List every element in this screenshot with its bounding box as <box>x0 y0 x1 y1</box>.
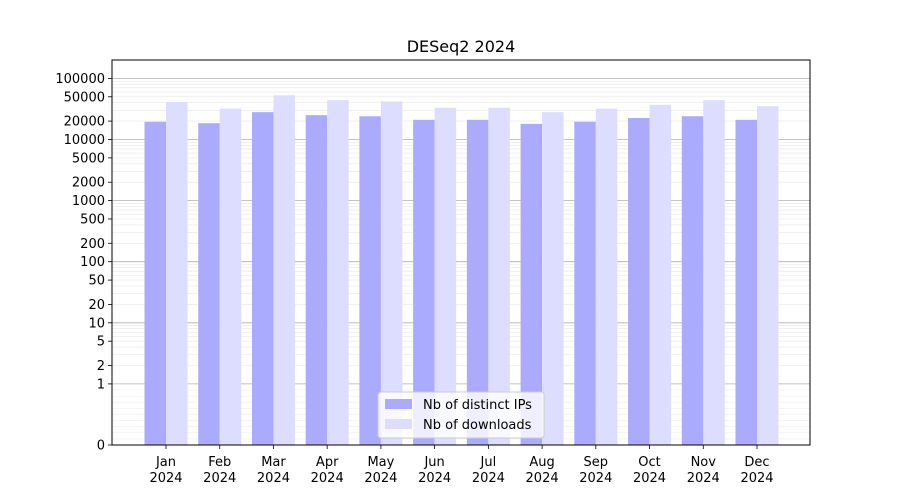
bar-downloads <box>703 100 725 445</box>
bar-downloads <box>757 106 779 445</box>
y-tick-label: 2000 <box>72 176 105 191</box>
plot-frame <box>111 59 811 446</box>
y-tick-label: 1 <box>97 377 105 392</box>
bar-distinct-ips <box>520 123 543 445</box>
y-tick-label: 50 <box>88 274 105 289</box>
bar-distinct-ips <box>305 115 328 445</box>
bar-distinct-ips <box>735 119 757 446</box>
y-tick-label: 20 <box>88 298 105 313</box>
bar-distinct-ips <box>144 121 166 445</box>
bar-distinct-ips <box>466 119 489 446</box>
bar-distinct-ips <box>574 121 596 445</box>
legend-box <box>377 391 545 439</box>
x-tick-label: Jun 2024 <box>418 455 451 486</box>
y-tick-label: 100 <box>80 255 105 270</box>
bar-downloads <box>273 95 295 445</box>
bar-downloads <box>327 100 349 445</box>
legend-label: Nb of distinct IPs <box>423 398 532 413</box>
x-tick-label: Nov 2024 <box>687 455 720 486</box>
bar-distinct-ips <box>681 116 704 445</box>
bar-downloads <box>542 112 564 445</box>
y-tick-label: 5 <box>97 335 105 350</box>
y-tick-label: 5000 <box>72 151 105 166</box>
y-tick-label: 500 <box>80 212 105 227</box>
bar-downloads <box>488 107 510 445</box>
bar-distinct-ips <box>413 119 435 446</box>
axes-layer: Jan 2024 Feb 2024 Mar 2024 Apr 2024 May 2024 Jun 20… <box>55 59 811 486</box>
x-tick-label: Apr 2024 <box>311 455 344 486</box>
x-tick-label: Feb 2024 <box>203 455 236 486</box>
x-tick-label: May 2024 <box>364 455 397 486</box>
legend-swatch <box>385 399 412 409</box>
bar-downloads <box>649 104 672 446</box>
y-tick-label: 200 <box>80 237 105 252</box>
bar-distinct-ips <box>251 112 274 445</box>
y-tick-label: 50000 <box>64 90 105 105</box>
x-tick-label: Dec 2024 <box>740 455 773 486</box>
chart-title: DESeq2 2024 <box>407 37 516 56</box>
x-tick-label: Jan 2024 <box>149 455 182 486</box>
x-tick-label: Jul 2024 <box>472 455 505 486</box>
legend-label: Nb of downloads <box>423 418 532 433</box>
y-tick-label: 2 <box>97 359 105 374</box>
y-tick-label: 1000 <box>72 194 105 209</box>
x-tick-label: Oct 2024 <box>633 455 666 486</box>
x-tick-label: Aug 2024 <box>526 455 559 486</box>
y-tick-label: 10 <box>88 316 105 331</box>
bar-distinct-ips <box>359 116 381 445</box>
bar-downloads <box>595 108 618 446</box>
bar-distinct-ips <box>198 123 220 446</box>
y-tick-label: 20000 <box>64 115 105 130</box>
bar-downloads <box>380 101 403 446</box>
legend: Nb of distinct IPs Nb of downloads <box>377 391 545 439</box>
y-tick-label: 0 <box>97 439 105 454</box>
legend-swatch <box>385 419 412 429</box>
bar-downloads <box>434 107 457 445</box>
y-tick-label: 100000 <box>55 72 105 87</box>
x-tick-label: Mar 2024 <box>257 455 290 486</box>
bar-distinct-ips <box>628 117 650 445</box>
bar-downloads <box>219 108 242 446</box>
bar-downloads <box>166 102 188 445</box>
x-tick-label: Sep 2024 <box>579 455 612 486</box>
y-tick-label: 10000 <box>64 133 105 148</box>
bars-layer <box>144 95 779 446</box>
